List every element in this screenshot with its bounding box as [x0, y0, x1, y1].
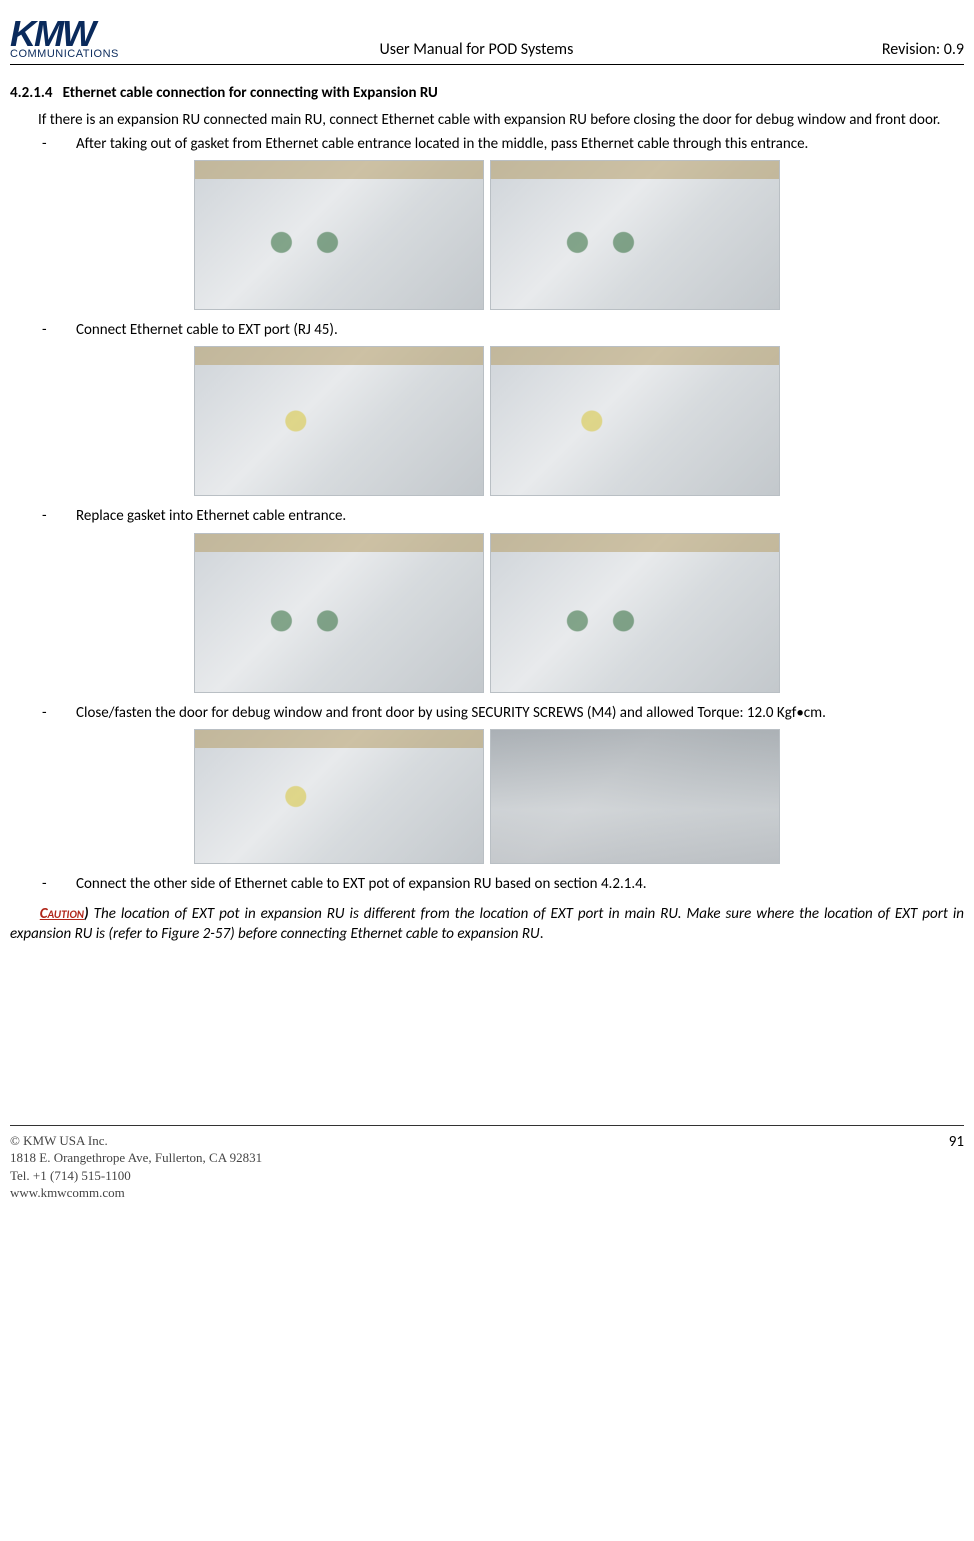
caution-label: Caution [40, 905, 84, 923]
figure-pair-1 [10, 160, 964, 310]
bullet-item: - After taking out of gasket from Ethern… [42, 134, 964, 154]
figure-image [490, 346, 780, 496]
bullet-item: - Connect Ethernet cable to EXT port (RJ… [42, 320, 964, 340]
caution-paragraph: Caution) The location of EXT pot in expa… [10, 904, 964, 945]
footer-web: www.kmwcomm.com [10, 1184, 964, 1202]
figure-pair-2 [10, 346, 964, 496]
bullet-item: - Close/fasten the door for debug window… [42, 703, 964, 723]
bullet-dash-icon: - [42, 703, 76, 723]
bullet-text: Connect the other side of Ethernet cable… [76, 874, 964, 894]
intro-paragraph: If there is an expansion RU connected ma… [10, 110, 964, 130]
figure-image [490, 729, 780, 864]
logo-text: KMW [10, 18, 119, 50]
company-logo: KMW COMMUNICATIONS [10, 18, 119, 60]
bullet-dash-icon: - [42, 134, 76, 154]
figure-image [194, 533, 484, 693]
figure-image [194, 346, 484, 496]
figure-image [490, 160, 780, 310]
footer-copyright: © KMW USA Inc. [10, 1132, 964, 1150]
bullet-dash-icon: - [42, 320, 76, 340]
bullet-text: After taking out of gasket from Ethernet… [76, 134, 964, 154]
footer-address: 1818 E. Orangethrope Ave, Fullerton, CA … [10, 1149, 964, 1167]
figure-pair-3 [10, 533, 964, 693]
bullet-text: Replace gasket into Ethernet cable entra… [76, 506, 964, 526]
caution-period: . [540, 925, 544, 943]
section-heading: 4.2.1.4 Ethernet cable connection for co… [10, 83, 964, 103]
doc-revision: Revision: 0.9 [834, 39, 964, 61]
figure-pair-4 [10, 729, 964, 864]
figure-image [194, 160, 484, 310]
doc-title: User Manual for POD Systems [119, 39, 834, 61]
page-header: KMW COMMUNICATIONS User Manual for POD S… [10, 18, 964, 65]
section-title: Ethernet cable connection for connecting… [63, 84, 438, 102]
bullet-text: Connect Ethernet cable to EXT port (RJ 4… [76, 320, 964, 340]
page-number: 91 [949, 1132, 964, 1152]
figure-image [490, 533, 780, 693]
figure-image [194, 729, 484, 864]
bullet-dash-icon: - [42, 506, 76, 526]
logo-subtext: COMMUNICATIONS [10, 50, 119, 60]
bullet-dash-icon: - [42, 874, 76, 894]
caution-text: The location of EXT pot in expansion RU … [10, 905, 964, 943]
bullet-item: - Connect the other side of Ethernet cab… [42, 874, 964, 894]
section-number: 4.2.1.4 [10, 84, 52, 102]
bullet-item: - Replace gasket into Ethernet cable ent… [42, 506, 964, 526]
footer-tel: Tel. +1 (714) 515-1100 [10, 1167, 964, 1185]
page-footer: © KMW USA Inc. 1818 E. Orangethrope Ave,… [10, 1125, 964, 1202]
bullet-text: Close/fasten the door for debug window a… [76, 703, 964, 723]
